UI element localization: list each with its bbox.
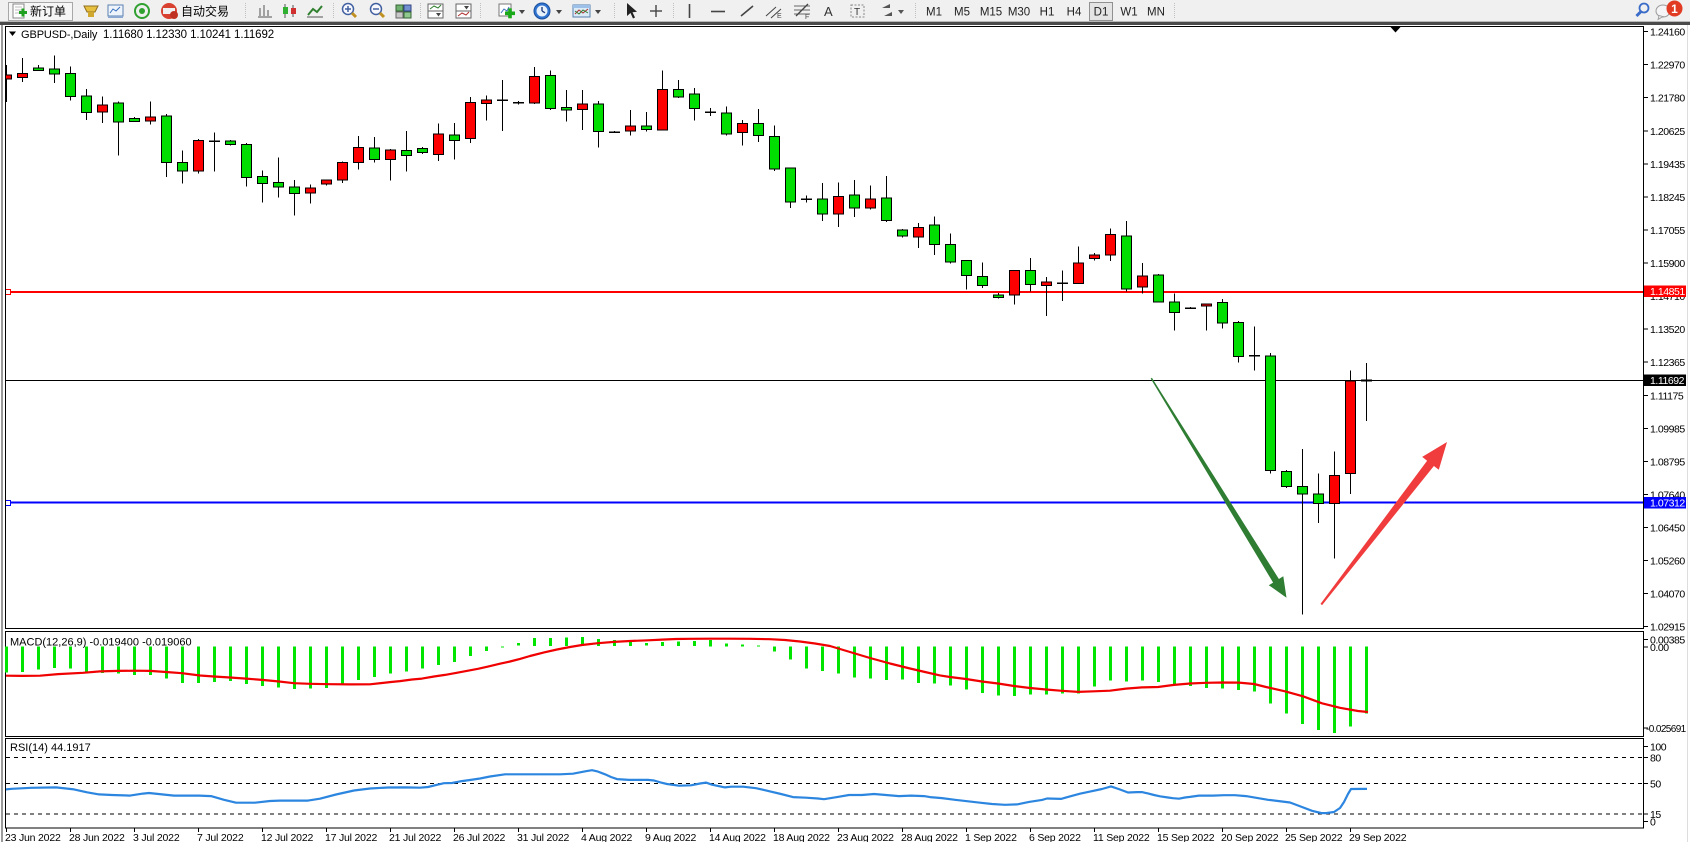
svg-text:1.02915: 1.02915 [1650, 622, 1685, 634]
svg-text:1.24160: 1.24160 [1650, 27, 1685, 39]
svg-text:1.14851: 1.14851 [1650, 286, 1685, 298]
svg-text:11 Sep 2022: 11 Sep 2022 [1093, 832, 1150, 842]
svg-text:4 Aug 2022: 4 Aug 2022 [581, 832, 632, 842]
svg-text:6 Sep 2022: 6 Sep 2022 [1029, 832, 1081, 842]
svg-text:1.08795: 1.08795 [1650, 456, 1685, 468]
svg-text:1.15900: 1.15900 [1650, 258, 1685, 270]
svg-text:80: 80 [1650, 752, 1661, 764]
svg-text:18 Aug 2022: 18 Aug 2022 [773, 832, 830, 842]
svg-text:M15: M15 [980, 7, 1002, 19]
svg-text:MN: MN [1147, 7, 1165, 19]
svg-text:0.00: 0.00 [1650, 642, 1669, 654]
svg-text:H1: H1 [1040, 7, 1055, 19]
svg-text:100: 100 [1650, 742, 1667, 754]
svg-text:1.13520: 1.13520 [1650, 324, 1685, 336]
svg-text:1.12365: 1.12365 [1650, 357, 1685, 369]
svg-text:RSI(14) 44.1917: RSI(14) 44.1917 [10, 742, 91, 754]
svg-text:1.11680 1.12330 1.10241 1.1169: 1.11680 1.12330 1.10241 1.11692 [103, 29, 274, 41]
svg-text:14 Aug 2022: 14 Aug 2022 [709, 832, 766, 842]
svg-text:0.00385: 0.00385 [1650, 635, 1685, 647]
svg-text:1.09985: 1.09985 [1650, 423, 1685, 435]
svg-text:29 Sep 2022: 29 Sep 2022 [1349, 832, 1407, 842]
svg-text:T: T [854, 7, 860, 18]
svg-text:17 Jul 2022: 17 Jul 2022 [325, 832, 377, 842]
svg-text:H4: H4 [1067, 7, 1082, 19]
svg-text:15 Sep 2022: 15 Sep 2022 [1157, 832, 1215, 842]
svg-text:31 Jul 2022: 31 Jul 2022 [517, 832, 569, 842]
svg-text:1: 1 [1671, 2, 1678, 16]
svg-text:MACD(12,26,9) -0.019400 -0.019: MACD(12,26,9) -0.019400 -0.019060 [10, 637, 192, 649]
svg-text:20 Sep 2022: 20 Sep 2022 [1221, 832, 1279, 842]
svg-text:1.06450: 1.06450 [1650, 523, 1685, 535]
svg-text:D1: D1 [1094, 7, 1109, 19]
svg-text:A: A [824, 4, 833, 19]
svg-text:1.04070: 1.04070 [1650, 589, 1685, 601]
svg-text:1.11692: 1.11692 [1650, 375, 1685, 387]
svg-text:25 Sep 2022: 25 Sep 2022 [1285, 832, 1343, 842]
svg-text:1.20625: 1.20625 [1650, 126, 1685, 138]
svg-text:新订单: 新订单 [30, 4, 66, 19]
svg-text:E: E [777, 13, 782, 20]
svg-text:26 Jul 2022: 26 Jul 2022 [453, 832, 505, 842]
svg-text:1.07312: 1.07312 [1650, 498, 1685, 510]
svg-text:1.19435: 1.19435 [1650, 159, 1685, 171]
svg-text:W1: W1 [1120, 7, 1137, 19]
svg-text:1.17055: 1.17055 [1650, 225, 1685, 237]
svg-text:0: 0 [1650, 817, 1656, 829]
svg-text:28 Jun 2022: 28 Jun 2022 [69, 832, 125, 842]
svg-text:23 Aug 2022: 23 Aug 2022 [837, 832, 894, 842]
svg-text:-0.025691: -0.025691 [1646, 724, 1687, 735]
svg-text:1.05260: 1.05260 [1650, 556, 1685, 568]
svg-text:1.11175: 1.11175 [1650, 390, 1684, 402]
svg-text:1.22970: 1.22970 [1650, 60, 1685, 72]
svg-text:23 Jun 2022: 23 Jun 2022 [5, 832, 61, 842]
svg-text:自动交易: 自动交易 [181, 4, 229, 19]
svg-text:M1: M1 [926, 7, 942, 19]
svg-text:F: F [805, 14, 809, 21]
svg-text:1.21780: 1.21780 [1650, 93, 1685, 105]
svg-text:3 Jul 2022: 3 Jul 2022 [133, 832, 180, 842]
svg-text:28 Aug 2022: 28 Aug 2022 [901, 832, 958, 842]
svg-text:15: 15 [1650, 809, 1661, 821]
svg-text:7 Jul 2022: 7 Jul 2022 [197, 832, 244, 842]
svg-text:1.18245: 1.18245 [1650, 192, 1685, 204]
svg-text:GBPUSD-,Daily: GBPUSD-,Daily [21, 29, 98, 41]
svg-text:9 Aug 2022: 9 Aug 2022 [645, 832, 696, 842]
svg-text:12 Jul 2022: 12 Jul 2022 [261, 832, 313, 842]
svg-text:1 Sep 2022: 1 Sep 2022 [965, 832, 1017, 842]
svg-text:M5: M5 [954, 7, 970, 19]
svg-text:21 Jul 2022: 21 Jul 2022 [389, 832, 441, 842]
svg-text:M30: M30 [1008, 7, 1030, 19]
svg-text:50: 50 [1650, 779, 1661, 791]
